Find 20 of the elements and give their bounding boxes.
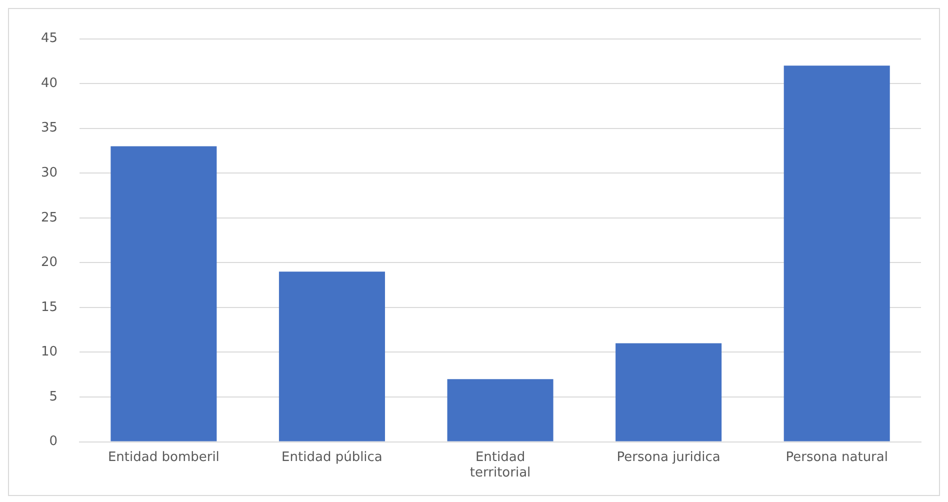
y-tick-label: 5 bbox=[49, 389, 58, 404]
y-tick-label: 25 bbox=[40, 210, 58, 226]
bar bbox=[447, 379, 554, 442]
x-tick-label: Entidad pública bbox=[282, 450, 382, 465]
x-tick-label: Persona natural bbox=[786, 450, 888, 465]
x-tick-label: Entidad bomberil bbox=[108, 450, 220, 465]
bar bbox=[616, 343, 722, 442]
y-tick-label: 35 bbox=[40, 120, 58, 136]
y-tick-label: 40 bbox=[40, 76, 58, 91]
bar bbox=[110, 146, 217, 442]
x-tick-label: Persona juridica bbox=[616, 450, 720, 465]
y-tick-label: 30 bbox=[40, 166, 58, 181]
y-tick-label: 45 bbox=[40, 31, 58, 46]
y-tick-label: 10 bbox=[40, 344, 58, 360]
bar bbox=[784, 66, 890, 442]
y-tick-label: 15 bbox=[40, 300, 58, 315]
bar bbox=[278, 272, 385, 442]
x-tick-label: Entidad territorial bbox=[470, 450, 531, 481]
y-tick-label: 0 bbox=[49, 434, 58, 450]
y-tick-label: 20 bbox=[40, 255, 58, 270]
